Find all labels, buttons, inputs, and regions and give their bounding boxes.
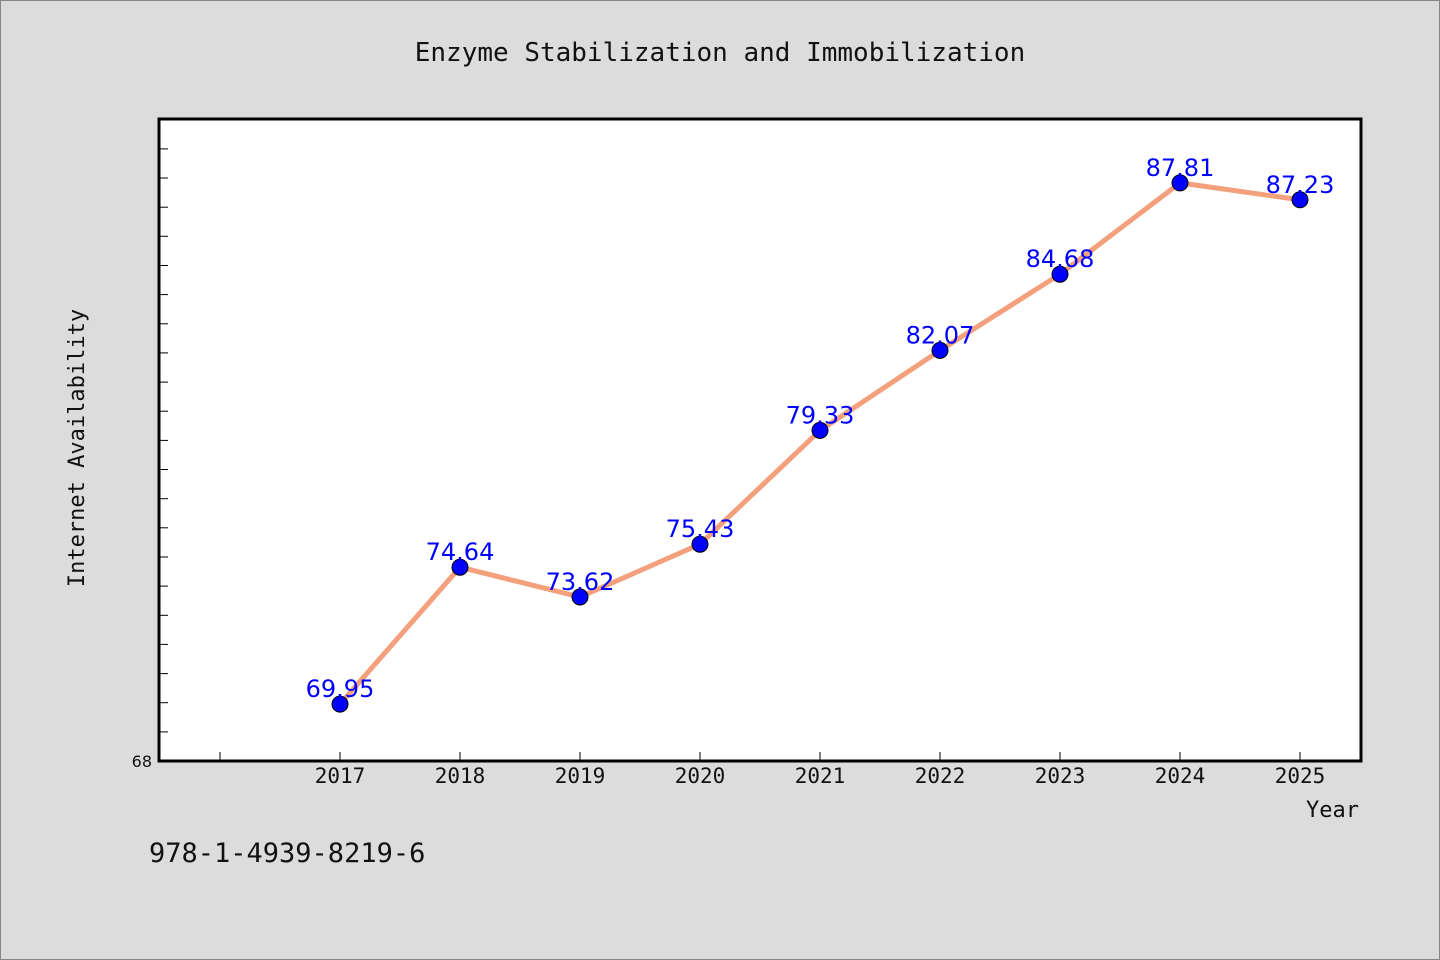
y-tick-labels: 68 (132, 752, 152, 771)
chart-title: Enzyme Stabilization and Immobilization (415, 38, 1025, 68)
data-label: 73.62 (546, 568, 615, 596)
x-tick-labels: 2017 2018 2019 2020 2021 2022 2023 2024 2025 (315, 764, 1326, 788)
x-tick-label: 2020 (675, 764, 726, 788)
x-tick-label: 2018 (435, 764, 486, 788)
x-tick-label: 2021 (795, 764, 846, 788)
data-labels: 69.95 74.64 73.62 75.43 79.33 82.07 84.68 87.81… (306, 154, 1335, 703)
data-point (691, 535, 709, 553)
data-label: 69.95 (306, 675, 375, 703)
data-label: 82.07 (906, 321, 975, 349)
x-tick-label: 2023 (1035, 764, 1086, 788)
data-label: 75.43 (666, 515, 735, 543)
data-point (1051, 265, 1069, 283)
data-point (1171, 174, 1189, 192)
x-tick-label: 2025 (1275, 764, 1326, 788)
data-point (1291, 191, 1309, 209)
data-label: 74.64 (426, 538, 495, 566)
x-tick-label: 2022 (915, 764, 966, 788)
data-point (331, 695, 349, 713)
x-tick-label: 2017 (315, 764, 366, 788)
data-point (931, 341, 949, 359)
axis-ticks (159, 148, 1301, 762)
data-point (571, 588, 589, 606)
isbn-text: 978-1-4939-8219-6 (149, 838, 425, 869)
data-point (451, 558, 469, 576)
data-point (811, 421, 829, 439)
data-label: 87.23 (1266, 171, 1335, 199)
y-tick-label: 68 (132, 752, 152, 771)
data-label: 84.68 (1026, 245, 1095, 273)
x-tick-label: 2019 (555, 764, 606, 788)
x-axis-title: Year (1306, 798, 1359, 823)
x-tick-label: 2024 (1155, 764, 1206, 788)
data-label: 87.81 (1146, 154, 1215, 182)
data-markers (331, 174, 1309, 713)
plot-area (157, 117, 1363, 763)
y-axis-title: Internet Availability (65, 309, 90, 587)
data-label: 79.33 (786, 401, 855, 429)
